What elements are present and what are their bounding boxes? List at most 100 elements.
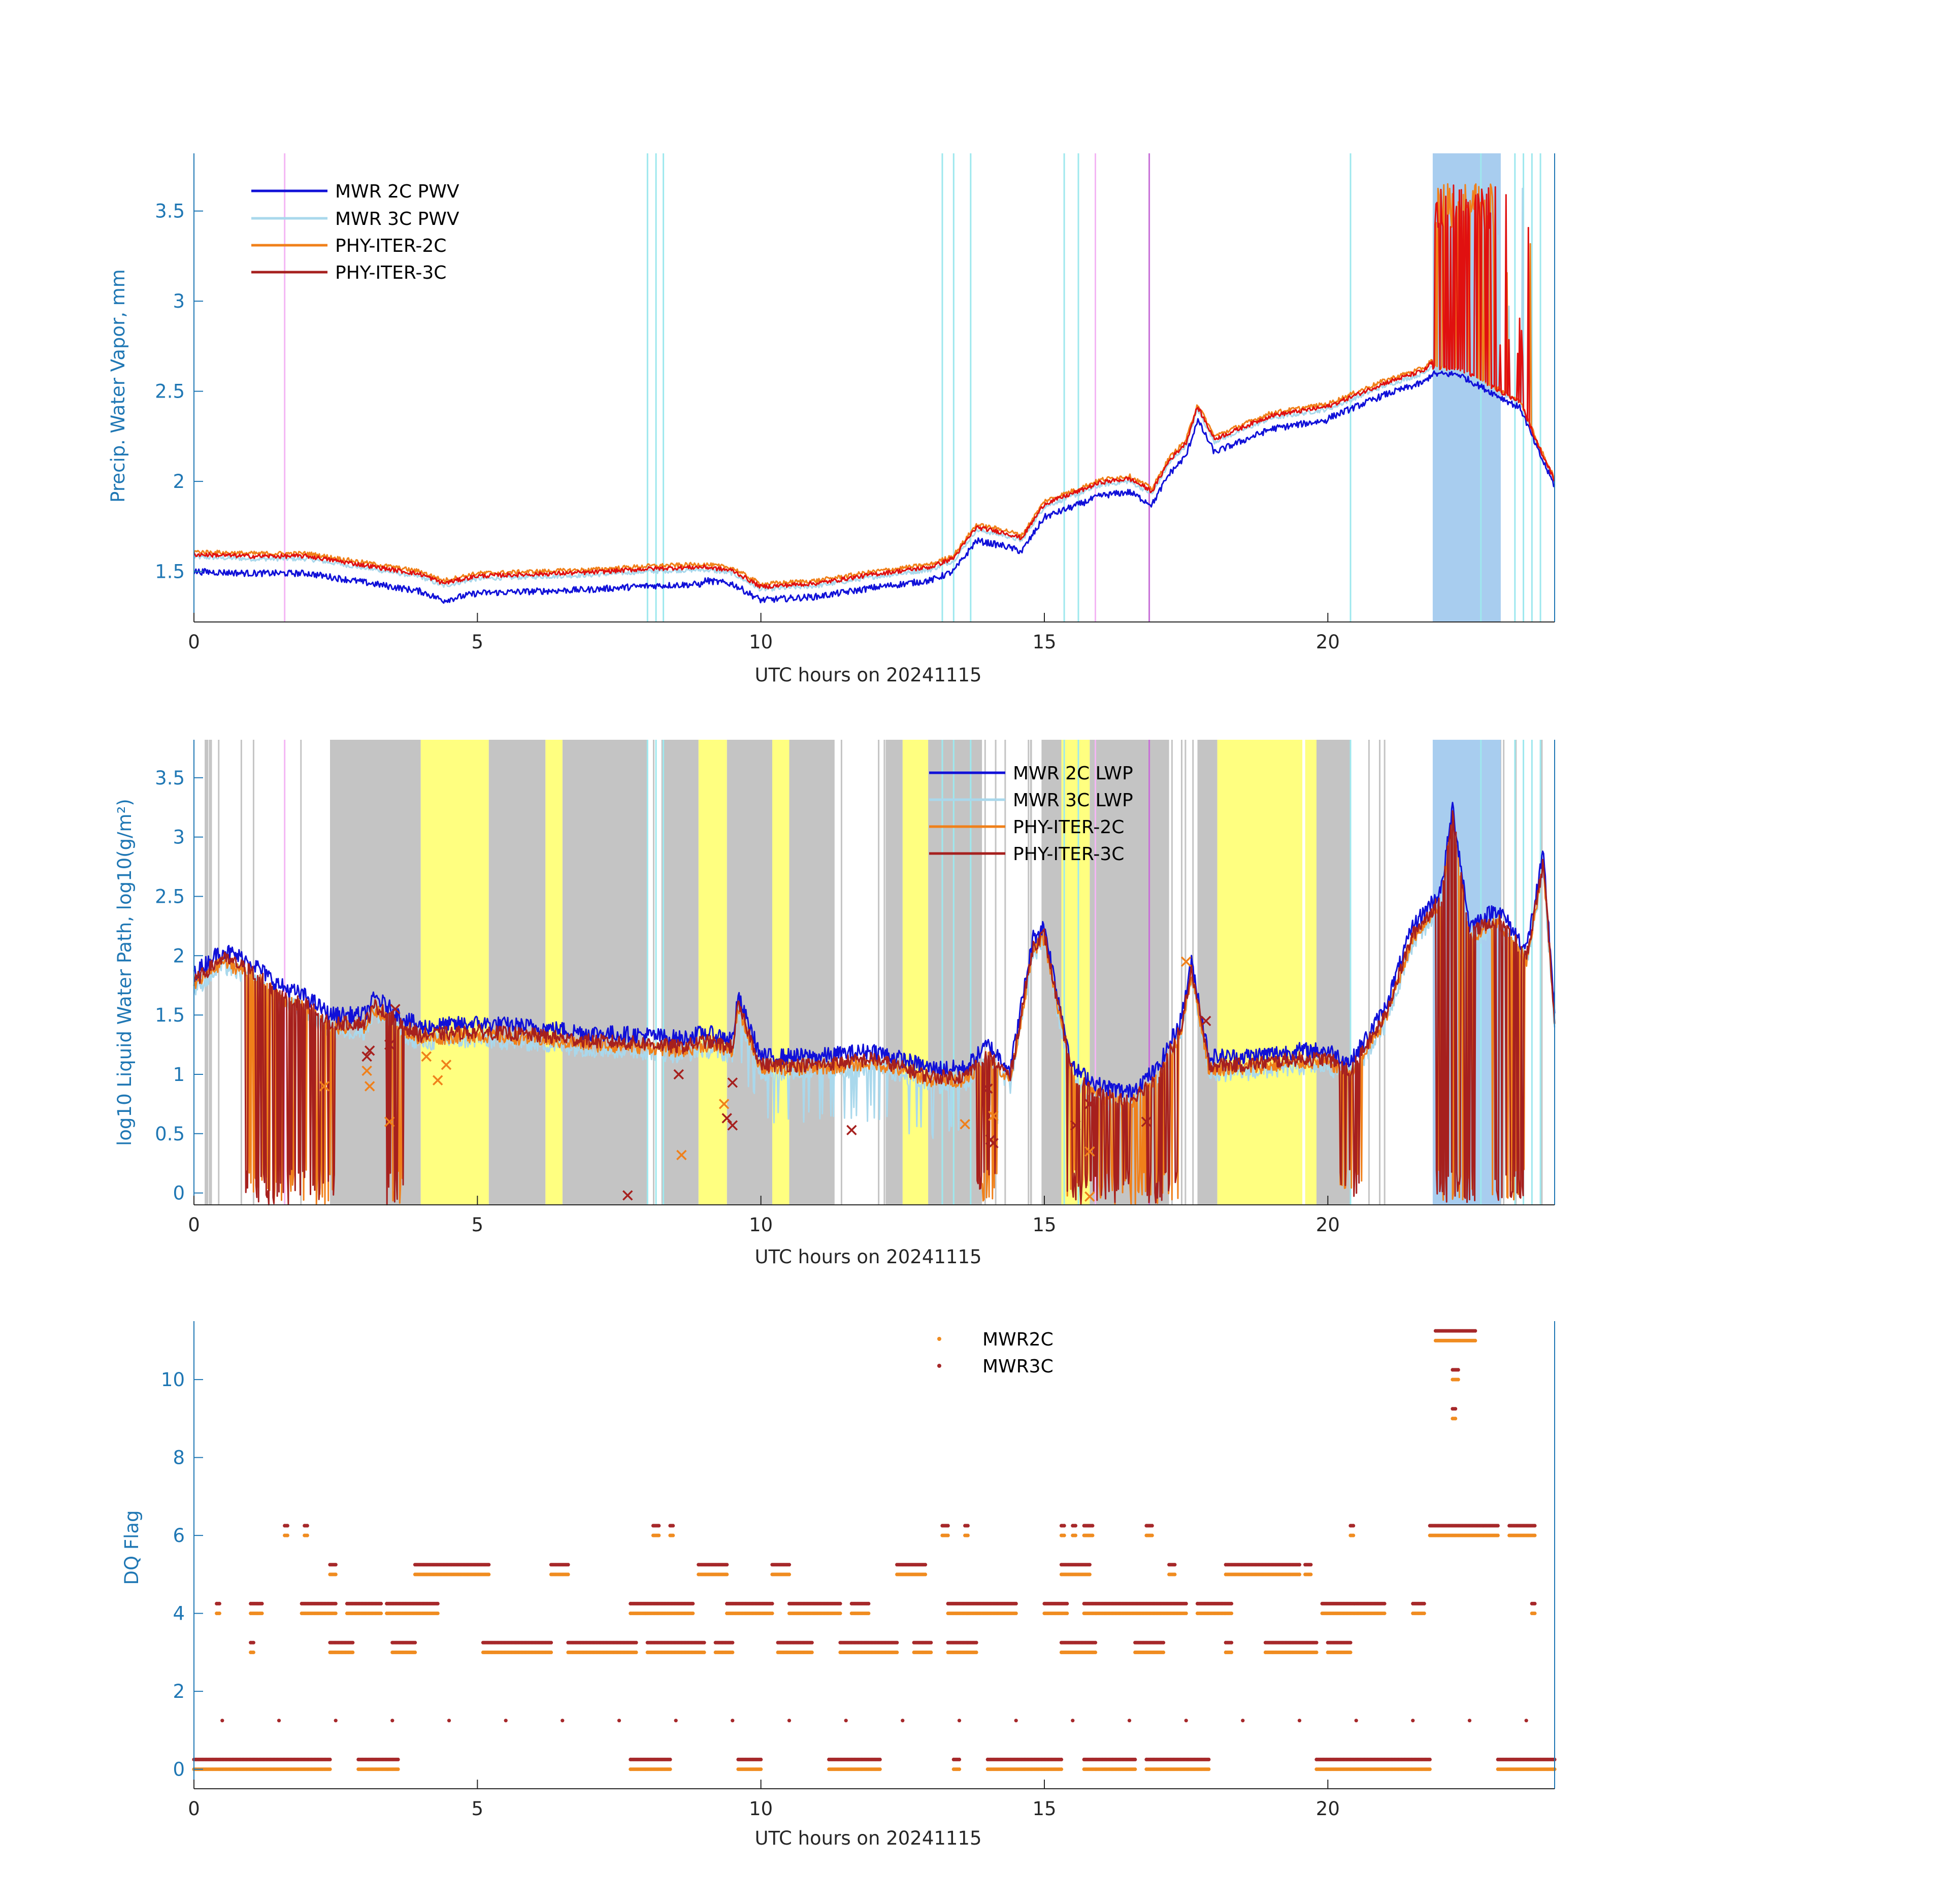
dq-point-mwr3c — [1091, 1524, 1095, 1528]
dq-legend-label-mwr2c: MWR2C — [982, 1329, 1054, 1350]
lwp-y-tick-label: 0.5 — [155, 1123, 185, 1145]
lwp-axes: 0 5 10 15 20 0 0.5 1 1.5 2 2.5 3 3.5 — [155, 740, 1555, 1236]
lwp-cross-stroke — [319, 1081, 330, 1092]
dq-point-mwr2c — [351, 1650, 355, 1654]
dq-point-mwr2c — [1091, 1533, 1095, 1537]
dq-point-mwr3c — [566, 1563, 570, 1567]
dq-point-mwr2c — [1314, 1650, 1319, 1654]
dq-point-mwr2c — [1229, 1612, 1234, 1616]
lwp-cross-stroke — [364, 1045, 375, 1056]
dq-point-mwr2c — [759, 1767, 763, 1771]
lwp-x-tick-label: 0 — [188, 1214, 200, 1236]
dq-point-mwr3c — [1161, 1640, 1166, 1645]
pwv-y-tick-label: 1.5 — [155, 561, 185, 583]
lwp-y-tick-label: 1 — [173, 1064, 185, 1086]
dq-point-mwr3c — [328, 1757, 332, 1761]
dq-point-mwr3c — [1467, 1719, 1472, 1723]
lwp-series-line-3 — [193, 810, 1556, 1206]
lwp-gray-band — [727, 740, 772, 1205]
dq-point-mwr3c — [1383, 1601, 1387, 1605]
dq-point-mwr3c — [1088, 1563, 1092, 1567]
dq-point-mwr3c — [305, 1524, 309, 1528]
dq-point-mwr3c — [1309, 1563, 1313, 1567]
lwp-cross-marker — [960, 1119, 970, 1130]
dq-point-mwr2c — [1383, 1612, 1387, 1616]
dq-point-mwr3c — [217, 1601, 221, 1605]
dq-point-mwr2c — [1352, 1533, 1356, 1537]
dq-point-mwr3c — [413, 1640, 417, 1645]
dq-point-mwr2c — [1184, 1612, 1188, 1616]
lwp-cross-stroke — [390, 1004, 401, 1014]
dq-point-mwr3c — [974, 1640, 978, 1645]
dq-point-mwr2c — [657, 1533, 661, 1537]
pwv-legend-label-phy2c: PHY-ITER-2C — [335, 236, 446, 256]
lwp-cross-stroke — [718, 1099, 730, 1109]
dq-point-mwr3c — [561, 1719, 565, 1723]
dq-point-mwr3c — [251, 1640, 255, 1645]
lwp-legend-label-mwr2c: MWR 2C LWP — [1013, 763, 1133, 784]
lwp-cross-marker — [982, 1083, 993, 1094]
dq-point-mwr2c — [668, 1767, 672, 1771]
lwp-cross-marker — [676, 1150, 687, 1161]
dq-point-mwr3c — [220, 1719, 224, 1723]
dq-x-tick-label: 20 — [1316, 1798, 1340, 1820]
pwv-legend-label-mwr3c: MWR 3C PWV — [335, 209, 459, 229]
dq-point-mwr2c — [1073, 1533, 1077, 1537]
lwp-cross-marker — [441, 1060, 452, 1070]
lwp-x-tick-label: 20 — [1316, 1214, 1340, 1236]
dq-point-mwr3c — [838, 1601, 842, 1605]
dq-point-mwr3c — [731, 1719, 735, 1723]
lwp-y-tick-label: 3.5 — [155, 767, 185, 789]
pwv-x-axis-label: UTC hours on 20241115 — [754, 664, 981, 686]
lwp-cross-stroke — [982, 1083, 993, 1094]
dq-point-mwr3c — [1533, 1524, 1537, 1528]
dq-point-mwr3c — [844, 1719, 848, 1723]
dq-point-mwr2c — [810, 1650, 814, 1654]
lwp-cross-stroke — [1084, 1191, 1095, 1202]
dq-point-mwr3c — [731, 1640, 735, 1645]
dq-point-mwr3c — [1348, 1640, 1353, 1645]
lwp-cross-stroke — [1141, 1117, 1152, 1127]
lwp-cross-marker — [846, 1125, 857, 1136]
dq-point-mwr3c — [725, 1563, 729, 1567]
dq-point-mwr3c — [923, 1563, 928, 1567]
dq-x-tick-label: 0 — [188, 1798, 200, 1820]
dq-point-mwr2c — [957, 1767, 962, 1771]
lwp-y-tick-label: 2.5 — [155, 885, 185, 907]
dq-point-mwr2c — [1454, 1417, 1458, 1421]
dq-point-mwr2c — [838, 1612, 842, 1616]
pwv-x-tick-label: 20 — [1316, 631, 1340, 653]
lwp-cross-marker — [721, 1113, 732, 1124]
lwp-yellow-band — [420, 740, 489, 1205]
pwv-legend: MWR 2C PWV MWR 3C PWV PHY-ITER-2C PHY-IT… — [251, 181, 459, 283]
dq-point-mwr2c — [1428, 1767, 1432, 1771]
pwv-panel: 0 5 10 15 20 1.5 2 2.5 3 3.5 Precip. Water Vapor,… — [107, 153, 1556, 686]
lwp-y-tick-label: 0 — [173, 1183, 185, 1204]
dq-point-mwr2c — [1161, 1650, 1166, 1654]
lwp-cross-stroke — [1070, 1120, 1081, 1131]
dq-point-mwr3c — [634, 1640, 638, 1645]
dq-point-mwr2c — [1062, 1533, 1066, 1537]
pwv-x-tick-label: 5 — [472, 631, 484, 653]
lwp-legend: MWR 2C LWP MWR 3C LWP PHY-ITER-2C PHY-IT… — [929, 763, 1133, 865]
lwp-cross-marker — [361, 1051, 372, 1062]
dq-point-mwr2c — [549, 1650, 553, 1654]
lwp-panel: 0 5 10 15 20 0 0.5 1 1.5 2 2.5 3 3.5 log10 Liquid Wa… — [114, 740, 1556, 1268]
dq-point-mwr3c — [334, 1719, 338, 1723]
dq-legend: MWR2C MWR3C — [937, 1329, 1054, 1377]
pwv-series-line-1 — [193, 370, 1556, 604]
dq-point-mwr3c — [334, 1601, 338, 1605]
dq-point-mwr3c — [1473, 1329, 1477, 1333]
dq-point-mwr3c — [1173, 1563, 1177, 1567]
dq-point-mwr3c — [487, 1563, 491, 1567]
dq-point-mwr2c — [217, 1612, 221, 1616]
lwp-cross-stroke — [364, 1081, 375, 1092]
dq-point-mwr3c — [1062, 1524, 1066, 1528]
lwp-cross-marker — [1084, 1191, 1095, 1202]
lwp-cross-stroke — [1201, 1015, 1211, 1027]
dq-point-mwr2c — [251, 1650, 255, 1654]
lwp-legend-label-mwr3c: MWR 3C LWP — [1013, 790, 1133, 811]
dq-point-mwr3c — [351, 1640, 355, 1645]
dq-point-mwr3c — [1014, 1601, 1018, 1605]
lwp-cross-stroke — [727, 1077, 738, 1088]
